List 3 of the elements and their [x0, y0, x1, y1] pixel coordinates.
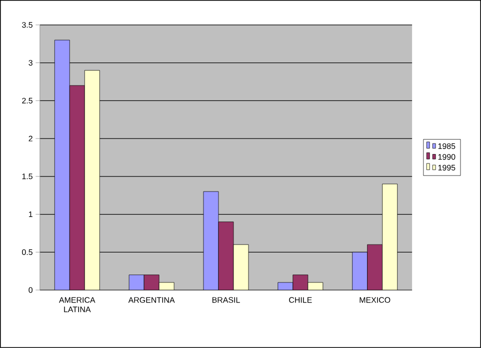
bar — [203, 191, 219, 290]
bar — [54, 40, 70, 290]
bar — [352, 252, 368, 290]
